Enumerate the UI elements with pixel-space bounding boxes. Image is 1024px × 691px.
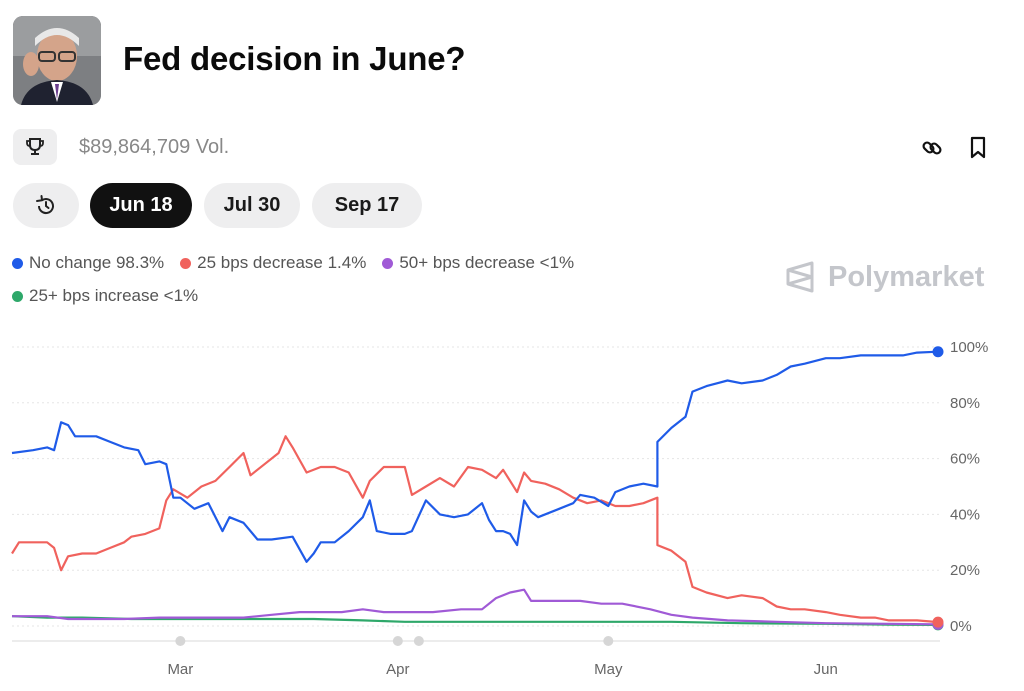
polymarket-logo-icon	[786, 261, 814, 293]
link-icon	[922, 141, 942, 155]
legend-label-50-bps-decrease: 50+ bps decrease <1%	[399, 253, 575, 272]
legend-label-25-bps-decrease: 25 bps decrease 1.4%	[197, 253, 367, 272]
legend-item-50-bps-decrease: 50+ bps decrease <1%	[382, 253, 574, 273]
tab-jul-30[interactable]: Jul 30	[204, 183, 300, 228]
y-tick-label-100: 100%	[950, 339, 988, 356]
time-scrubber-handle-3[interactable]	[603, 636, 614, 646]
trophy-icon	[26, 138, 44, 155]
y-tick-label-60: 60%	[950, 451, 980, 468]
legend-dot-50-bps-decrease	[382, 257, 394, 269]
tab-jun-18[interactable]: Jun 18	[90, 183, 192, 228]
x-tick-label-jun: Jun	[814, 661, 838, 678]
probability-chart: 0% 20% 40% 60% 80% 100% Mar Apr May Jun	[11, 339, 988, 678]
y-axis-ticks: 0% 20% 40% 60% 80% 100%	[950, 339, 988, 635]
y-tick-label-0: 0%	[950, 618, 972, 635]
person-photo-icon	[13, 16, 101, 105]
grid-lines	[12, 346, 940, 646]
legend-dot-25-bps-decrease	[180, 257, 192, 269]
time-scrubber-handle-0[interactable]	[175, 636, 186, 646]
history-icon	[36, 194, 54, 214]
series-lines	[11, 350, 939, 626]
bookmark-icon	[970, 136, 986, 159]
series-line-25-bps-decrease	[11, 435, 939, 624]
series-end-dot-no-change	[932, 346, 944, 358]
x-tick-label-mar: Mar	[167, 661, 193, 678]
series-end-markers	[932, 346, 944, 631]
legend-label-25-bps-increase: 25+ bps increase <1%	[29, 286, 199, 305]
x-tick-label-apr: Apr	[386, 661, 409, 678]
trophy-button[interactable]	[13, 129, 57, 165]
x-tick-label-may: May	[594, 661, 623, 678]
legend-dot-no-change	[12, 257, 23, 269]
y-tick-label-20: 20%	[950, 562, 980, 579]
time-scrubber-handle-2[interactable]	[413, 636, 424, 646]
legend-dot-25-bps-increase	[12, 290, 23, 302]
volume-text: $89,864,709 Vol.	[79, 136, 230, 158]
bookmark-button[interactable]	[964, 134, 992, 162]
tab-sep-17[interactable]: Sep 17	[312, 183, 422, 228]
history-button[interactable]	[13, 183, 79, 228]
series-line-no-change	[11, 350, 939, 563]
y-tick-label-80: 80%	[950, 395, 980, 412]
market-avatar	[13, 16, 101, 105]
legend-label-no-change: No change 98.3%	[29, 253, 165, 272]
y-tick-label-40: 40%	[950, 506, 980, 523]
market-title: Fed decision in June?	[123, 40, 466, 77]
series-line-50-bps-decrease	[12, 588, 939, 626]
polymarket-watermark: Polymarket	[784, 260, 984, 294]
chart-legend: No change 98.3% 25 bps decrease 1.4% 50+…	[12, 253, 772, 319]
time-scrubber-handle-1[interactable]	[392, 636, 403, 646]
x-axis-ticks: Mar Apr May Jun	[167, 661, 837, 678]
brand-name: Polymarket	[828, 260, 985, 293]
copy-link-button[interactable]	[918, 134, 946, 162]
legend-item-no-change: No change 98.3%	[12, 253, 164, 273]
legend-item-25-bps-decrease: 25 bps decrease 1.4%	[180, 253, 366, 273]
legend-item-25-bps-increase: 25+ bps increase <1%	[12, 286, 198, 306]
series-end-dot-25-bps-decrease	[932, 616, 944, 628]
